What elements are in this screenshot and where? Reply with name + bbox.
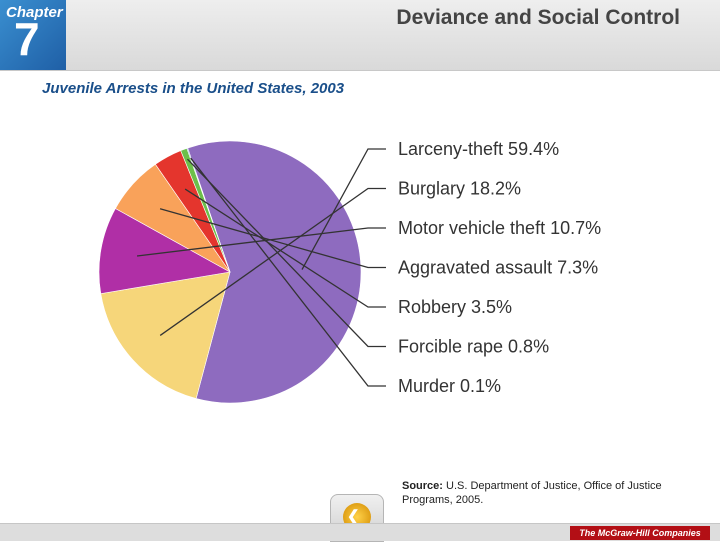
source-note: Source: U.S. Department of Justice, Offi…: [402, 479, 672, 507]
pie-slice-0: [187, 140, 362, 404]
chart-title: Juvenile Arrests in the United States, 2…: [42, 80, 345, 97]
chapter-badge: Chapter 7: [0, 0, 66, 70]
leader-line-6: [190, 157, 386, 387]
back-glyph: ❮: [347, 508, 360, 525]
slice-label-6: Murder 0.1%: [398, 376, 501, 396]
slice-label-5: Forcible rape 0.8%: [398, 337, 549, 357]
source-label: Source:: [402, 480, 443, 492]
pie-slice-2: [98, 208, 231, 294]
pie-slice-1: [100, 271, 231, 399]
chapter-number: 7: [14, 13, 40, 65]
leader-line-3: [159, 208, 386, 269]
slice-label-3: Aggravated assault 7.3%: [398, 258, 598, 278]
slice-label-2: Motor vehicle theft 10.7%: [398, 218, 601, 238]
section-title: Deviance and Social Control: [396, 6, 680, 29]
publisher-logo: The McGraw-Hill Companies: [570, 526, 710, 540]
slice-label-0: Larceny-theft 59.4%: [398, 139, 559, 159]
slice-label-1: Burglary 18.2%: [398, 179, 521, 199]
pie-slice-6: [186, 147, 231, 273]
source-text: U.S. Department of Justice, Office of Ju…: [402, 480, 662, 506]
leader-line-5: [187, 158, 386, 348]
leader-line-0: [301, 148, 386, 270]
footer-bar: [0, 523, 720, 541]
chapter-word: Chapter: [6, 4, 63, 21]
leader-line-1: [159, 187, 386, 336]
leader-line-2: [136, 227, 386, 257]
slice-label-4: Robbery 3.5%: [398, 297, 512, 317]
header-bar: Chapter 7 Deviance and Social Control: [0, 0, 720, 71]
